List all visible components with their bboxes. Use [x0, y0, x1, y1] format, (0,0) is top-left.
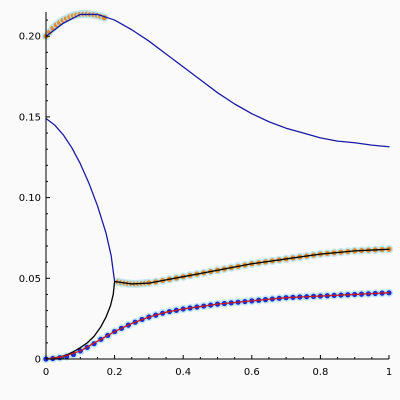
series-3-line: [113, 248, 390, 285]
series-2-line: [45, 280, 116, 360]
x-tick-label-1: 0.2: [107, 367, 123, 378]
series-layer: [41, 9, 394, 364]
y-tick-label-2: 0.10: [19, 193, 41, 204]
y-tick-label-0: 0: [35, 355, 41, 366]
series-0-line: [45, 13, 390, 148]
series-7: [41, 288, 394, 364]
y-tick-label-3: 0.15: [19, 112, 41, 123]
x-tick-label-2: 0.4: [175, 367, 191, 378]
x-tick-label-3: 0.6: [244, 367, 260, 378]
y-tick-label-4: 0.20: [19, 32, 41, 43]
series-1-line: [45, 117, 116, 283]
x-tick-label-5: 1: [386, 367, 392, 378]
series-4-line: [45, 292, 390, 360]
ticks: 0 0.2 0.4 0.6 0.8 1 0 0.05 0.10 0.15 0.20: [19, 19, 392, 378]
y-tick-label-1: 0.05: [19, 274, 41, 285]
x-tick-label-0: 0: [43, 367, 49, 378]
x-tick-label-4: 0.8: [312, 367, 328, 378]
